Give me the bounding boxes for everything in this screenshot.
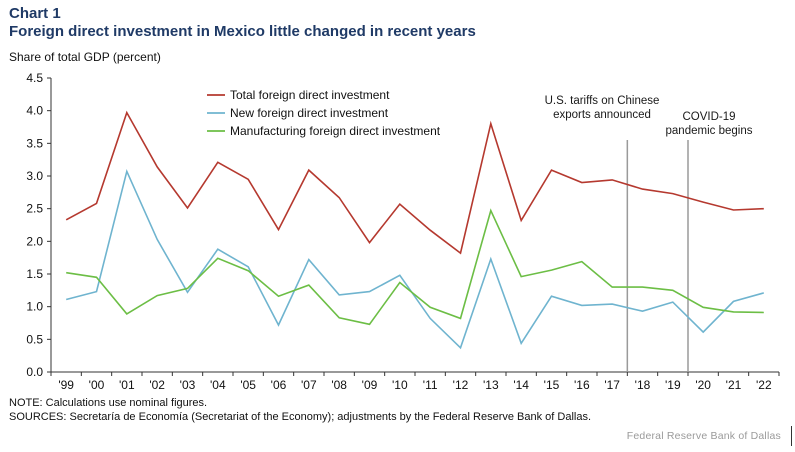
new-foreign-direct-investment-line	[65, 168, 765, 350]
event-markers	[626, 140, 689, 372]
x-tick-label: '22	[756, 378, 772, 392]
chart-note: NOTE: Calculations use nominal figures.	[9, 397, 208, 409]
x-tick-label: '17	[604, 378, 620, 392]
x-tick-label: '16	[574, 378, 590, 392]
tariffs-annotation-line2: exports announced	[553, 109, 651, 121]
x-tick-label: '21	[726, 378, 742, 392]
y-tick-label: 1.5	[26, 267, 43, 281]
legend-label-new-foreign-direct-investment: New foreign direct investment	[230, 106, 389, 120]
legend-label-total-foreign-direct-investment: Total foreign direct investment	[230, 88, 390, 102]
manufacturing-foreign-direct-investment-line	[66, 208, 764, 326]
footer-credit: Federal Reserve Bank of Dallas	[626, 430, 781, 442]
y-tick-label: 2.0	[26, 234, 43, 248]
chart-label: Chart 1	[9, 5, 61, 22]
covid-annotation-line2: pandemic begins	[666, 125, 753, 137]
x-tick-label: '18	[635, 378, 651, 392]
chart-sources: SOURCES: Secretaría de Economía (Secreta…	[9, 411, 592, 423]
x-tick-label: '15	[544, 378, 560, 392]
x-tick-label: '14	[513, 378, 529, 392]
y-tick-label: 1.0	[26, 300, 43, 314]
series-lines	[65, 110, 765, 350]
x-tick-label: '07	[301, 378, 317, 392]
x-tick-label: '00	[89, 378, 105, 392]
legend: Total foreign direct investment New forei…	[207, 88, 441, 138]
x-tick-label: '19	[665, 378, 681, 392]
y-tick-label: 3.5	[26, 136, 43, 150]
x-tick-label: '04	[210, 378, 226, 392]
x-tick-label: '03	[180, 378, 196, 392]
axes: 0.0 0.5 1.0 1.5 2.0 2.5 3.0 3.5 4.0 4.5 '99 '00 '01 '…	[26, 71, 780, 392]
y-tick-label: 3.0	[26, 169, 43, 183]
footer-divider	[790, 426, 792, 446]
y-tick-label: 4.0	[26, 104, 43, 118]
covid-annotation-line1: COVID-19	[682, 111, 735, 123]
x-tick-label: '01	[119, 378, 135, 392]
x-tick-label: '06	[271, 378, 287, 392]
legend-label-manufacturing-foreign-direct-investment: Manufacturing foreign direct investment	[230, 124, 441, 138]
y-tick-label: 0.5	[26, 332, 43, 346]
x-tick-label: '12	[453, 378, 469, 392]
x-tick-label: '02	[149, 378, 165, 392]
y-tick-label: 2.5	[26, 202, 43, 216]
x-tick-label: '05	[240, 378, 256, 392]
x-tick-label: '10	[392, 378, 408, 392]
y-tick-label: 4.5	[26, 71, 43, 85]
x-tick-label: '09	[362, 378, 378, 392]
chart-title: Foreign direct investment in Mexico litt…	[9, 23, 476, 40]
y-axis-unit-label: Share of total GDP (percent)	[9, 50, 161, 64]
total-foreign-direct-investment-line	[65, 110, 764, 255]
x-tick-label: '99	[58, 378, 74, 392]
x-tick-label: '08	[331, 378, 347, 392]
x-tick-label: '13	[483, 378, 499, 392]
event-annotations: U.S. tariffs on Chinese exports announce…	[545, 95, 753, 137]
x-tick-label: '20	[695, 378, 711, 392]
tariffs-annotation-line1: U.S. tariffs on Chinese	[545, 95, 660, 107]
x-tick-label: '11	[423, 378, 438, 392]
y-tick-label: 0.0	[26, 365, 43, 379]
